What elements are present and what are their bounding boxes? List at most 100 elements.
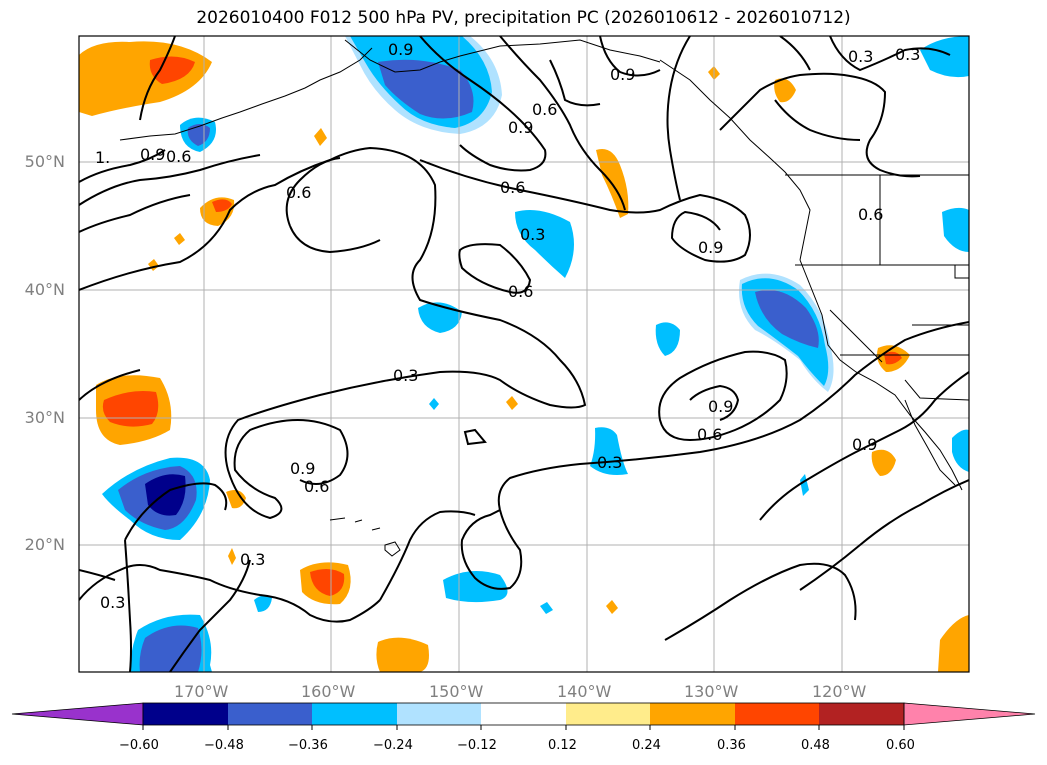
pv-contour xyxy=(79,149,166,183)
precip-negative-area xyxy=(418,302,462,333)
precip-negative-area xyxy=(920,36,969,78)
coastlines xyxy=(119,39,969,557)
colorbar-bin xyxy=(566,703,650,725)
pv-contour xyxy=(799,479,969,591)
precip-negative-area xyxy=(942,207,969,252)
bc-coast xyxy=(659,59,811,261)
contour-label: 0.9 xyxy=(508,118,533,137)
contour-label: 0.6 xyxy=(286,183,311,202)
lon-label: 170°W xyxy=(174,682,229,701)
colorbar-bin xyxy=(735,703,819,725)
map-title: 2026010400 F012 500 hPa PV, precipitatio… xyxy=(196,8,851,28)
contour-label: 0.6 xyxy=(858,205,883,224)
contour-label: 0.6 xyxy=(500,178,525,197)
lon-label: 160°W xyxy=(301,682,356,701)
alaska-southeast-coast xyxy=(344,39,661,73)
colorbar-tick-label: 0.24 xyxy=(632,738,661,753)
pv-contour xyxy=(124,539,132,672)
precip-positive-area xyxy=(226,490,246,509)
contour-label: 0.3 xyxy=(520,225,545,244)
pv-contour xyxy=(599,36,661,77)
precip-positive-area xyxy=(938,615,969,672)
precip-shading xyxy=(79,36,969,672)
contour-label: 0.6 xyxy=(166,147,191,166)
precip-strong-positive xyxy=(310,568,345,596)
colorbar-bin xyxy=(481,703,566,725)
precip-positive-area xyxy=(774,78,796,103)
colorbar-tick-label: −0.24 xyxy=(373,738,413,753)
baja-coast xyxy=(904,399,956,486)
colorbar-tick-label: −0.48 xyxy=(204,738,244,753)
pv-contour xyxy=(79,154,261,206)
colorbar-tick-label: 0.36 xyxy=(717,738,746,753)
pv-contour xyxy=(779,36,811,71)
precip-strong-negative xyxy=(139,625,202,672)
pv-contour xyxy=(549,59,601,107)
contour-label: 0.3 xyxy=(848,47,873,66)
contour-label: 0.9 xyxy=(140,145,165,164)
pv-contour xyxy=(458,243,532,294)
pv-contours xyxy=(79,36,969,672)
precip-strong-negative xyxy=(378,59,474,119)
contour-label: 0.9 xyxy=(388,40,413,59)
lon-label: 130°W xyxy=(684,682,739,701)
pv-contour xyxy=(79,369,141,401)
colorbar-bin xyxy=(397,703,481,725)
pv-contour xyxy=(289,225,381,254)
precip-negative-area xyxy=(540,602,553,614)
us-west-coast xyxy=(799,259,963,491)
pv-contour xyxy=(79,564,381,623)
lat-label: 30°N xyxy=(24,408,65,427)
lat-label: 40°N xyxy=(24,280,65,299)
pv-contour xyxy=(79,194,191,233)
contour-label: 0.9 xyxy=(290,459,315,478)
contour-label: 0.9 xyxy=(698,238,723,257)
pv-contour xyxy=(460,509,523,590)
pv-contour xyxy=(139,36,176,121)
precip-negative-area xyxy=(515,209,574,278)
pv-contour xyxy=(664,562,857,641)
contour-label: 0.3 xyxy=(393,366,418,385)
pv-contour xyxy=(379,510,476,601)
colorbar-bin xyxy=(650,703,735,725)
pv-contour xyxy=(759,371,969,521)
colorbar-tick-label: −0.36 xyxy=(288,738,328,753)
colorbar-bin xyxy=(312,703,397,725)
pv-contour xyxy=(658,350,788,442)
colorbar-bin xyxy=(819,703,904,725)
lon-label: 120°W xyxy=(812,682,867,701)
pv-contour xyxy=(666,36,691,201)
plot-frame xyxy=(78,35,970,673)
lat-label: 20°N xyxy=(24,535,65,554)
contour-label: 0.6 xyxy=(508,282,533,301)
precip-positive-area xyxy=(871,449,896,476)
hawaii-islands xyxy=(329,517,401,557)
contour-label: 0.3 xyxy=(597,453,622,472)
precip-positive-area xyxy=(606,600,618,614)
precip-negative-area xyxy=(800,474,809,496)
precip-positive-area xyxy=(376,637,429,672)
pv-contour xyxy=(719,72,921,178)
alaska-aleutian-coast xyxy=(119,47,373,141)
pv-contour xyxy=(285,157,341,227)
colorbar xyxy=(11,702,1036,730)
colorbar-tick-label: 0.60 xyxy=(886,738,915,753)
precip-strong-positive xyxy=(149,56,195,84)
contour-label: 0.6 xyxy=(697,425,722,444)
precip-positive-area xyxy=(228,548,236,565)
precip-negative-area xyxy=(952,429,969,472)
pv-contour xyxy=(79,569,116,581)
contour-label: 0.9 xyxy=(708,397,733,416)
contour-label: 0.3 xyxy=(895,45,920,64)
pv-contour xyxy=(499,36,626,211)
graticule xyxy=(79,36,969,672)
precip-negative-area xyxy=(655,322,680,356)
colorbar-over-arrow xyxy=(903,702,1036,726)
pv-contour xyxy=(689,384,740,421)
contour-label: 0.6 xyxy=(304,477,329,496)
colorbar-tick-marks xyxy=(142,725,905,730)
precip-positive-area xyxy=(148,259,159,271)
precip-negative-area xyxy=(254,595,272,612)
contour-label: 0.3 xyxy=(100,593,125,612)
